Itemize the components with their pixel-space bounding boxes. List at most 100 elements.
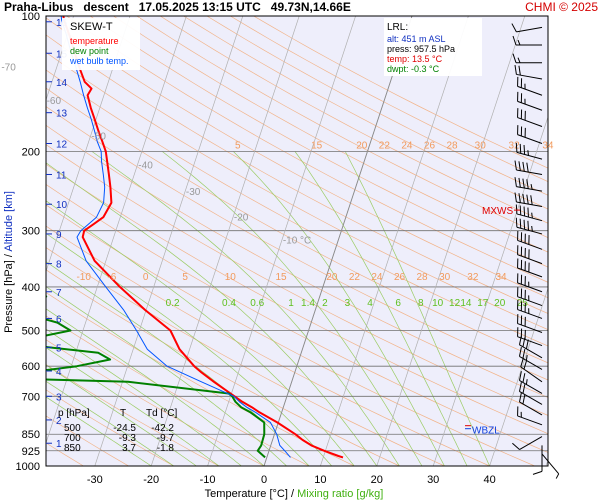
pressure-tick-label: 200 <box>22 146 40 158</box>
legend-entry: wet bulb temp. <box>69 56 129 66</box>
wind-barb-staff <box>517 309 543 319</box>
wind-barb <box>517 406 543 426</box>
dry-adiabat <box>46 184 548 453</box>
wind-barb-feather <box>519 143 522 154</box>
isotherm-line <box>94 16 244 466</box>
dry-adiabat <box>46 124 548 398</box>
wind-barb-staff <box>516 226 543 235</box>
table-cell: -9.7 <box>157 433 175 444</box>
wind-barb-feather <box>518 193 521 203</box>
wind-barb-feather <box>514 64 517 75</box>
wind-barb <box>517 76 543 96</box>
lrl-title: LRL: <box>387 22 408 33</box>
altitude-tick-label: 8 <box>56 260 62 271</box>
legend-box <box>62 18 140 70</box>
dry-adiabat-label: 28 <box>417 272 429 283</box>
wind-barb-feather <box>519 218 522 229</box>
dry-adiabat <box>113 16 548 253</box>
dry-adiabat <box>46 269 400 466</box>
wind-barb-feather <box>518 382 522 392</box>
wind-barb <box>517 258 543 278</box>
dry-adiabat-label: 34 <box>495 272 507 283</box>
wind-barb-staff <box>516 213 543 222</box>
chart-labels: 1002003004005006007008509251000123456789… <box>1 11 554 500</box>
wind-barb-feather <box>518 347 522 357</box>
wind-barb-staff <box>516 201 543 207</box>
wind-barb-staff <box>516 26 543 33</box>
altitude-tick-label: 11 <box>56 170 67 181</box>
dry-adiabat <box>46 144 548 416</box>
dry-adiabat-label: 26 <box>394 272 406 283</box>
dry-adiabat <box>46 34 548 314</box>
altitude-tick-label: 15 <box>56 49 68 60</box>
mixing-ratio-label: 25 <box>517 298 529 309</box>
wind-barb-staff <box>519 344 543 359</box>
temperature-tick-label: 30 <box>427 474 439 486</box>
wind-barb-feather <box>515 204 518 214</box>
wind-barb-feather <box>522 373 526 383</box>
wind-barb-staff <box>517 254 543 265</box>
wind-barb-staff <box>520 366 543 383</box>
mixing-ratio-label: 1.4 <box>301 298 315 309</box>
wind-barb-feather <box>512 442 520 450</box>
dry-adiabat-label: 30 <box>439 272 451 283</box>
wind-barb-staff <box>541 453 560 475</box>
dry-adiabat-label: 32 <box>509 140 521 151</box>
altitude-tick-label: 16 <box>56 18 68 29</box>
mixing-ratio-label: 0.2 <box>166 298 180 309</box>
wind-barb-staff <box>516 151 543 160</box>
isotherm-label: -70 <box>1 62 16 73</box>
wind-barb-half-feather <box>530 184 533 190</box>
wind-barb-column <box>511 23 560 479</box>
dry-adiabat <box>230 16 548 182</box>
dry-adiabat <box>46 17 548 299</box>
wind-barb <box>517 300 543 319</box>
wind-barb <box>541 453 560 479</box>
dry-adiabat <box>46 87 548 364</box>
wind-barb-half-feather <box>531 225 533 232</box>
temperature-tick-label: 0 <box>261 474 267 486</box>
wind-barb-staff <box>517 323 543 333</box>
dry-adiabat <box>46 339 265 466</box>
mixing-ratio-label: 6 <box>395 298 401 309</box>
dry-adiabat-label: 5 <box>235 140 241 151</box>
temperature-tick-label: 10 <box>314 474 326 486</box>
wind-barb <box>511 23 543 33</box>
wind-barb <box>512 436 543 450</box>
dry-adiabat-label: 26 <box>424 140 436 151</box>
moist-adiabat <box>46 380 174 466</box>
dry-adiabat-label: 15 <box>311 140 323 151</box>
dry-adiabat <box>160 16 548 224</box>
dry-adiabat-label: 15 <box>276 272 288 283</box>
isotherm-line <box>46 16 74 102</box>
pressure-tick-label: 925 <box>22 446 40 458</box>
wind-barb <box>517 245 543 265</box>
wind-barb <box>518 371 543 394</box>
pressure-tick-label: 600 <box>22 361 40 373</box>
mixing-ratio-label: 20 <box>494 298 506 309</box>
dry-adiabat-label: 22 <box>379 140 391 151</box>
mixing-ratio-label: 14 <box>460 298 472 309</box>
table-cell: 500 <box>64 423 81 434</box>
sounding-title: Praha-Libus descent 17.05.2025 13:15 UTC… <box>4 0 351 14</box>
isotherm-label: -30 <box>186 187 201 198</box>
lrl-box <box>384 18 482 76</box>
dry-adiabat <box>46 315 310 466</box>
dry-adiabat-label: -10 <box>76 272 91 283</box>
altitude-tick-label: 3 <box>56 392 62 403</box>
table-cell: -42.2 <box>151 423 174 434</box>
wind-barb-feather <box>514 192 517 203</box>
table-cell: 850 <box>64 443 81 454</box>
mixing-ratio-label: 12 <box>449 298 461 309</box>
pressure-tick-label: 100 <box>22 11 40 23</box>
wind-barb-half-feather <box>517 57 521 63</box>
wind-barb <box>520 357 543 383</box>
mixing-ratio-label: 3 <box>345 298 351 309</box>
wind-barb-feather <box>523 206 526 217</box>
dry-adiabat <box>253 16 548 169</box>
wind-barb-feather <box>522 193 525 204</box>
x-axis-title: Temperature [°C] / Mixing ratio [g/kg] <box>205 488 384 500</box>
isotherm-label: -60 <box>47 96 62 107</box>
wind-barb <box>517 327 543 347</box>
wind-barb-feather <box>520 357 524 368</box>
